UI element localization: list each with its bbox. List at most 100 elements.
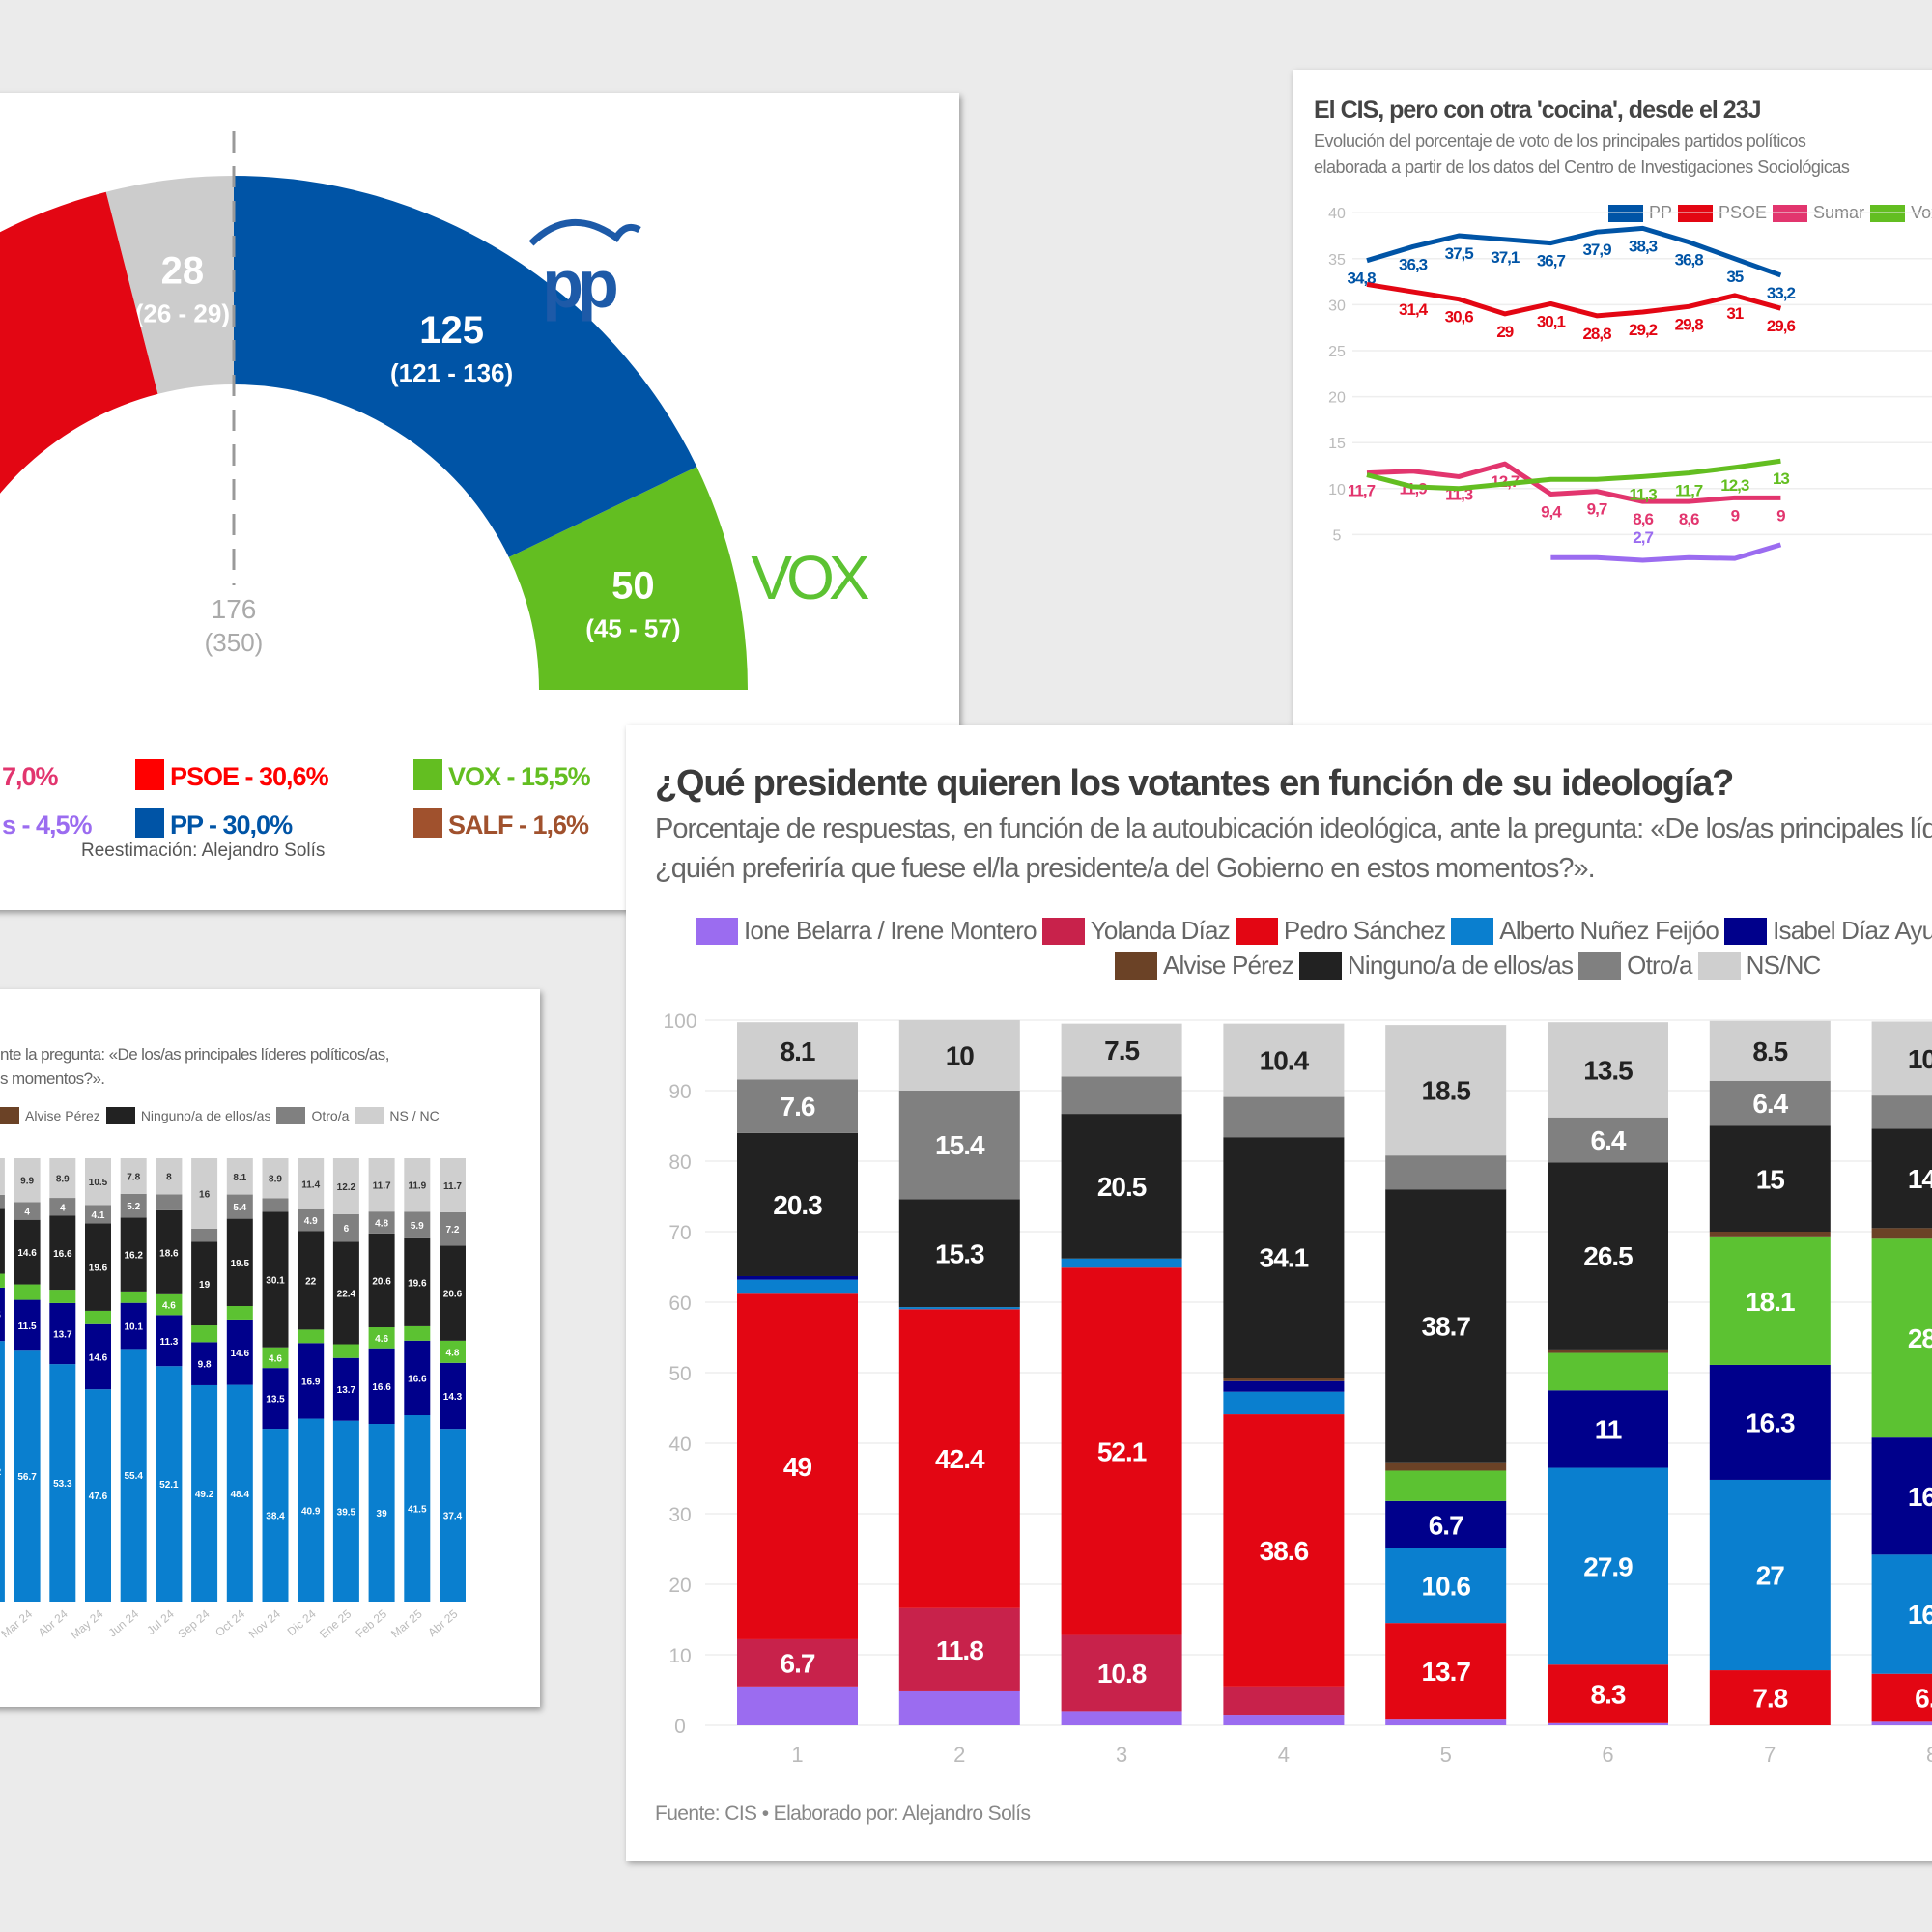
bar-segment	[1385, 1500, 1507, 1548]
y-tick-label: 60	[668, 1293, 691, 1315]
data-label: 4.6	[269, 1353, 282, 1364]
segment-seats: 125	[419, 309, 484, 352]
data-label: 12.2	[337, 1182, 356, 1193]
data-label: 4.1	[92, 1210, 105, 1221]
bar-segment	[120, 1158, 147, 1194]
data-label: 26.5	[1583, 1241, 1633, 1271]
bar-segment	[262, 1158, 289, 1199]
bar-segment	[1385, 1548, 1507, 1624]
bar-segment	[156, 1194, 183, 1210]
hemicycle-footer: Reestimación: Alejandro Solís	[81, 840, 326, 861]
bar-segment	[120, 1349, 147, 1602]
legend-item: Alvise Pérez	[0, 1107, 100, 1124]
segment-seats: 50	[611, 565, 655, 608]
bar-segment	[14, 1158, 41, 1203]
bar-segment	[262, 1347, 289, 1369]
data-label: 38.7	[1421, 1311, 1470, 1341]
data-label: 10	[946, 1041, 975, 1071]
x-tick-label: Ene 25	[317, 1606, 354, 1640]
x-tick-label: Oct 24	[213, 1606, 247, 1639]
data-label: 30,1	[1537, 312, 1566, 330]
bar-segment	[191, 1241, 218, 1326]
data-label: 13.5	[1583, 1055, 1633, 1085]
data-label: 53.3	[53, 1479, 72, 1490]
bar-segment	[1385, 1719, 1507, 1725]
bar-segment	[262, 1368, 289, 1430]
data-label: 8.3	[1591, 1680, 1626, 1710]
data-label: 29,8	[1675, 315, 1704, 333]
y-tick-label: 0	[674, 1716, 686, 1738]
bar-segment	[1061, 1267, 1182, 1635]
bar-segment	[332, 1357, 359, 1421]
legend-item: NS / NC	[355, 1107, 440, 1124]
data-label: 31,4	[1399, 300, 1429, 319]
bar-segment	[14, 1219, 41, 1285]
data-label: 6.4	[1591, 1125, 1627, 1155]
line-chart-subtitle-1: Evolución del porcentaje de voto de los …	[1314, 131, 1806, 151]
data-label: 52.1	[1097, 1436, 1147, 1466]
bar-segment	[1709, 1670, 1831, 1725]
main-chart-subtitle-1: Porcentaje de respuestas, en función de …	[655, 813, 1932, 844]
data-label: 20.6	[372, 1276, 391, 1287]
legend-swatch	[1115, 952, 1157, 980]
bar-segment	[1548, 1722, 1668, 1725]
data-label: 52.1	[159, 1480, 179, 1491]
bar-segment	[156, 1209, 183, 1294]
bar-segment	[191, 1384, 218, 1602]
legend-swatch	[276, 1107, 306, 1124]
legend-swatch	[1041, 917, 1085, 945]
bar-segment	[120, 1291, 147, 1303]
legend-swatch	[1235, 917, 1278, 945]
legend-label: Alvise Pérez	[25, 1108, 100, 1123]
data-label: 20.3	[773, 1190, 822, 1220]
data-label: 14.6	[17, 1248, 37, 1259]
data-label: 14.1	[1908, 1164, 1932, 1194]
data-label: 28,8	[1582, 325, 1611, 343]
bar-segment	[737, 1275, 858, 1280]
bar-segment	[368, 1233, 395, 1328]
data-label: 47.6	[89, 1492, 108, 1502]
y-tick-label: 100	[663, 1010, 696, 1033]
bar-segment	[404, 1325, 431, 1341]
bar-segment	[332, 1241, 359, 1345]
hemicycle-segment-other	[105, 176, 234, 394]
data-label: 36,7	[1537, 252, 1566, 270]
bar-segment	[1061, 1023, 1182, 1077]
data-label: 18.5	[1421, 1076, 1470, 1106]
bar-segment	[1548, 1162, 1668, 1350]
legend-swatch	[1578, 952, 1622, 980]
data-label: 14.6	[89, 1352, 108, 1363]
data-label: 16.3	[1746, 1407, 1795, 1437]
data-label: 13.7	[337, 1385, 356, 1396]
line-series-psoe	[1366, 281, 1782, 319]
data-label: 36,8	[1675, 251, 1704, 270]
legend-swatch	[1298, 952, 1342, 980]
legend-label: Ninguno/a de ellos/as	[140, 1108, 271, 1123]
data-label: 16	[199, 1189, 211, 1200]
data-label: 11.3	[159, 1337, 178, 1348]
legend-item: NS/NC	[1697, 951, 1821, 980]
bar-segment	[898, 1091, 1020, 1200]
data-label: 22	[305, 1276, 317, 1287]
data-label: 4	[24, 1208, 30, 1218]
line-chart-card: El CIS, pero con otra 'cocina', desde el…	[1293, 70, 1932, 746]
bar-segment	[737, 1132, 858, 1276]
y-tick-label: 40	[668, 1434, 691, 1456]
segment-range: (45 - 57)	[585, 614, 680, 643]
data-label: 16.6	[408, 1374, 427, 1384]
data-label: 13.5	[266, 1395, 285, 1406]
y-tick-label: 15	[1328, 436, 1346, 452]
bar-segment	[1223, 1380, 1345, 1392]
bar-segment	[226, 1384, 253, 1602]
data-label: 4	[60, 1203, 66, 1213]
bar-segment	[298, 1231, 325, 1330]
data-label: 27	[1756, 1561, 1785, 1591]
line-chart-title: El CIS, pero con otra 'cocina', desde el…	[1314, 97, 1762, 124]
legend-item: Alvise Pérez	[1115, 951, 1294, 980]
data-label: 9	[1776, 506, 1785, 525]
x-tick-label: Sep 24	[175, 1606, 212, 1640]
data-label: 38,3	[1629, 237, 1658, 255]
hemicycle-segment-vox	[508, 467, 748, 690]
bar-segment	[1385, 1155, 1507, 1190]
data-label: 30,6	[1445, 308, 1474, 327]
